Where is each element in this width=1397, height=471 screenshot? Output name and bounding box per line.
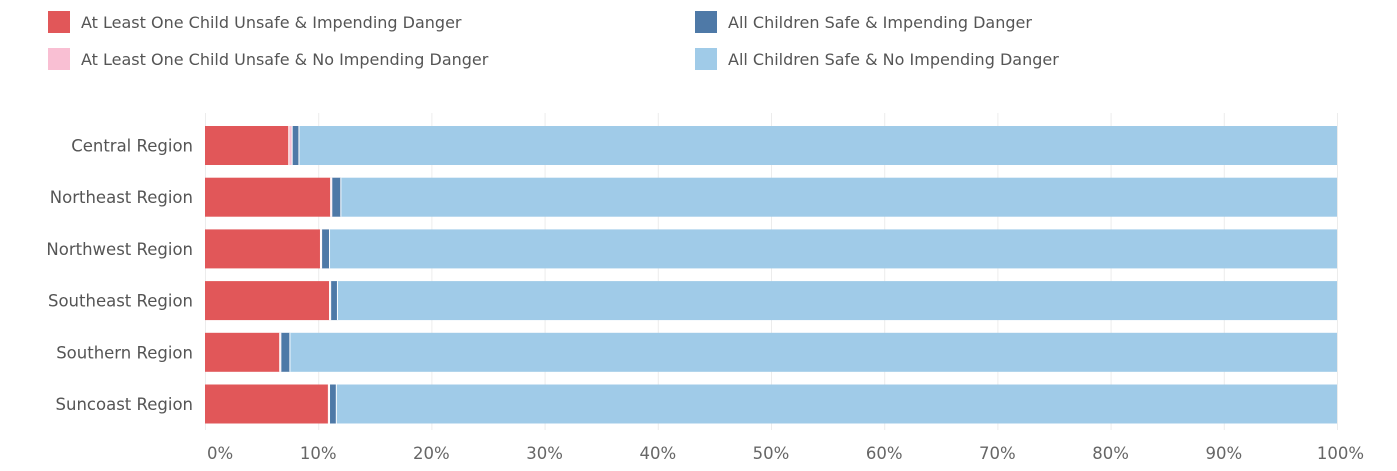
category-label: Northwest Region <box>46 240 193 259</box>
legend-swatch-pink <box>48 48 70 70</box>
bar-segment-4-1 <box>279 332 281 372</box>
bar-segment-2-1 <box>320 229 322 269</box>
category-label: Suncoast Region <box>56 395 193 414</box>
bar-segment-4-3 <box>289 332 1337 372</box>
bar-segment-5-2 <box>329 384 337 424</box>
legend-item-unsafe-no-impending-danger[interactable]: At Least One Child Unsafe & No Impending… <box>48 48 488 70</box>
bar-segment-5-3 <box>336 384 1337 424</box>
bar-segment-2-0 <box>205 229 321 269</box>
bar-segment-3-1 <box>329 281 331 321</box>
legend-item-unsafe-impending-danger[interactable]: At Least One Child Unsafe & Impending Da… <box>48 11 462 33</box>
x-tick-label: 0% <box>207 444 233 463</box>
legend-label: At Least One Child Unsafe & No Impending… <box>81 49 489 69</box>
bar-segment-2-3 <box>329 229 1337 269</box>
gridlines <box>205 113 1338 430</box>
category-label: Southern Region <box>56 343 193 362</box>
bar-segment-1-2 <box>331 177 341 217</box>
bar-segment-3-3 <box>337 281 1338 321</box>
bar-segment-3-2 <box>330 281 338 321</box>
legend-swatch-red <box>48 11 70 33</box>
bar-segment-0-2 <box>292 126 299 165</box>
bar-segment-4-2 <box>280 332 290 372</box>
x-tick-label: 10% <box>300 444 337 463</box>
category-label: Central Region <box>71 137 193 156</box>
x-tick-label: 60% <box>866 444 903 463</box>
bar-segment-0-3 <box>298 126 1337 165</box>
legend-label: All Children Safe & No Impending Danger <box>728 49 1059 69</box>
legend-item-safe-impending-danger[interactable]: All Children Safe & Impending Danger <box>695 11 1032 33</box>
bar-segment-0-1 <box>288 126 293 165</box>
legend-label: At Least One Child Unsafe & Impending Da… <box>81 12 462 32</box>
x-tick-label: 100% <box>1317 444 1364 463</box>
x-tick-label: 70% <box>979 444 1016 463</box>
legend-swatch-light-blue <box>695 48 717 70</box>
legend-item-safe-no-impending-danger[interactable]: All Children Safe & No Impending Danger <box>695 48 1059 70</box>
bar-segment-5-0 <box>205 384 329 424</box>
legend-swatch-dark-blue <box>695 11 717 33</box>
bar-segment-0-0 <box>205 126 289 165</box>
bar-segment-1-1 <box>330 177 332 217</box>
x-tick-label: 20% <box>413 444 450 463</box>
bar-segment-1-3 <box>340 177 1338 217</box>
bar-segment-3-0 <box>205 281 330 321</box>
x-tick-label: 40% <box>639 444 676 463</box>
x-axis-tick-labels: 0% 10% 20% 30% 40% 50% 60% 70% 80% 90% 100% <box>207 444 1364 463</box>
x-tick-label: 90% <box>1205 444 1242 463</box>
x-tick-label: 30% <box>526 444 563 463</box>
bar-segment-2-2 <box>321 229 330 269</box>
legend-label: All Children Safe & Impending Danger <box>728 12 1032 32</box>
bar-segment-5-1 <box>328 384 330 424</box>
category-label: Southeast Region <box>48 292 193 311</box>
category-label: Northeast Region <box>50 188 193 207</box>
x-tick-label: 50% <box>753 444 790 463</box>
category-labels: Central Region Northeast Region Northwest … <box>46 137 193 415</box>
bar-segment-1-0 <box>205 177 331 217</box>
bars <box>205 126 1338 424</box>
x-tick-label: 80% <box>1092 444 1129 463</box>
bar-segment-4-0 <box>205 332 280 372</box>
